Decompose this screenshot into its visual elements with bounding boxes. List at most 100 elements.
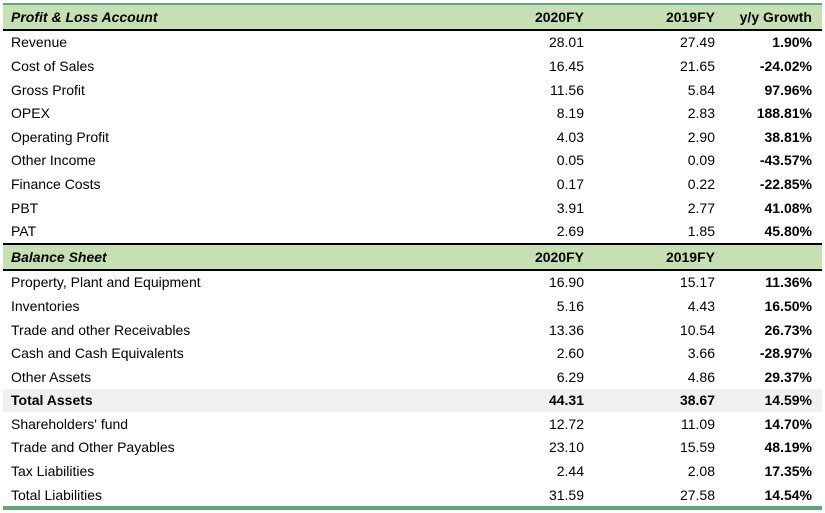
bs-header-row: Balance Sheet 2020FY 2019FY: [3, 242, 822, 271]
value-2019fy: 2.90: [687, 128, 715, 145]
growth-value: 14.59%: [715, 388, 822, 413]
row-label: Property, Plant and Equipment: [11, 274, 201, 291]
row-label: Other Assets: [11, 368, 92, 385]
value-2019fy: 11.09: [681, 415, 715, 432]
value-2019fy: 27.58: [584, 482, 715, 511]
table-row: PAT 2.69 1.85 45.80%: [3, 219, 822, 244]
growth-value: 29.37%: [764, 368, 812, 385]
table-row: Other Income 0.05 0.09 -43.57%: [3, 149, 822, 173]
financial-summary-table: Profit & Loss Account 2020FY 2019FY y/y …: [3, 3, 822, 511]
value-2020fy: 16.45: [548, 57, 584, 74]
growth-value: 14.70%: [764, 415, 812, 432]
row-label: Total Assets: [3, 388, 432, 413]
value-2020fy: 6.29: [556, 368, 584, 385]
row-label: Other Income: [11, 152, 96, 169]
growth-value: 1.90%: [772, 34, 812, 51]
row-label: Trade and other Receivables: [11, 321, 191, 338]
growth-value: 11.36%: [765, 274, 812, 291]
value-2020fy: 12.72: [548, 415, 584, 432]
table-row: Gross Profit 11.56 5.84 97.96%: [3, 78, 822, 102]
value-2020fy: 23.10: [548, 439, 584, 456]
table-row: Inventories 5.16 4.43 16.50%: [3, 294, 822, 318]
total-assets-row: Total Assets 44.31 38.67 14.59%: [3, 388, 822, 413]
value-2020fy: 13.36: [548, 321, 584, 338]
value-2019fy: 27.49: [679, 34, 715, 51]
row-label: Shareholders' fund: [11, 415, 129, 432]
pnl-col-growth: y/y Growth: [715, 3, 822, 31]
value-2020fy: 4.03: [556, 128, 584, 145]
value-2019fy: 21.65: [679, 57, 715, 74]
growth-value: 17.35%: [764, 463, 812, 480]
pnl-header-row: Profit & Loss Account 2020FY 2019FY y/y …: [3, 3, 822, 31]
row-label: Revenue: [11, 34, 68, 51]
row-label: Inventories: [11, 297, 80, 314]
table-row: Property, Plant and Equipment 16.90 15.17 1…: [3, 270, 822, 295]
value-2020fy: 0.05: [556, 152, 584, 169]
bs-col-growth: [715, 242, 822, 271]
growth-value: -24.02%: [759, 57, 812, 74]
value-2020fy: 0.17: [556, 175, 584, 192]
pnl-col-2019fy: 2019FY: [584, 3, 715, 31]
growth-value: -22.85%: [759, 175, 812, 192]
row-label: Total Liabilities: [3, 482, 432, 511]
value-2020fy: 2.60: [556, 345, 584, 362]
growth-value: -28.97%: [759, 345, 812, 362]
row-label: Cost of Sales: [11, 57, 95, 74]
growth-value: 97.96%: [764, 81, 812, 98]
growth-value: 26.73%: [764, 321, 812, 338]
table-row: Total Liabilities 31.59 27.58 14.54%: [3, 482, 822, 511]
table-row: Cash and Cash Equivalents 2.60 3.66 -28.97%: [3, 341, 822, 365]
table-row: Cost of Sales 16.45 21.65 -24.02%: [3, 54, 822, 78]
value-2019fy: 15.59: [679, 439, 715, 456]
value-2020fy: 2.44: [556, 463, 584, 480]
table-row: Other Assets 6.29 4.86 29.37%: [3, 365, 822, 389]
value-2020fy: 44.31: [432, 388, 584, 413]
row-label: Trade and Other Payables: [11, 439, 175, 456]
growth-value: 188.81%: [756, 105, 812, 122]
table-row: Finance Costs 0.17 0.22 -22.85%: [3, 172, 822, 196]
value-2019fy: 38.67: [584, 388, 715, 413]
value-2019fy: 2.83: [687, 105, 715, 122]
growth-value: 14.54%: [715, 482, 822, 511]
value-2020fy: 11.56: [550, 81, 584, 98]
row-label: Cash and Cash Equivalents: [11, 345, 184, 362]
value-2019fy: 2.77: [687, 199, 715, 216]
value-2019fy: 0.22: [687, 175, 715, 192]
value-2020fy: 5.16: [556, 297, 584, 314]
growth-value: 16.50%: [764, 297, 812, 314]
table-row: Revenue 28.01 27.49 1.90%: [3, 30, 822, 55]
bs-col-2020fy: 2020FY: [432, 242, 584, 271]
value-2020fy: 28.01: [548, 34, 584, 51]
table-row: Trade and other Receivables 13.36 10.54 26.…: [3, 318, 822, 342]
row-label: Gross Profit: [11, 81, 85, 98]
value-2019fy: 10.54: [679, 321, 715, 338]
table-row: Operating Profit 4.03 2.90 38.81%: [3, 125, 822, 149]
value-2019fy: 4.43: [687, 297, 715, 314]
table-row: PBT 3.91 2.77 41.08%: [3, 196, 822, 220]
bs-col-2019fy: 2019FY: [584, 242, 715, 271]
value-2019fy: 4.86: [687, 368, 715, 385]
table-row: Shareholders' fund 12.72 11.09 14.70%: [3, 412, 822, 436]
table-row: OPEX 8.19 2.83 188.81%: [3, 101, 822, 125]
row-label: Finance Costs: [11, 175, 101, 192]
pnl-section-title: Profit & Loss Account: [3, 3, 432, 31]
growth-value: 38.81%: [764, 128, 812, 145]
growth-value: 41.08%: [764, 199, 812, 216]
value-2020fy: 16.90: [548, 274, 584, 291]
value-2020fy: 2.69: [556, 223, 584, 240]
value-2019fy: 1.85: [687, 223, 715, 240]
row-label: Tax Liabilities: [11, 463, 95, 480]
value-2020fy: 31.59: [432, 482, 584, 511]
table-row: Trade and Other Payables 23.10 15.59 48.19%: [3, 436, 822, 460]
table-row: Tax Liabilities 2.44 2.08 17.35%: [3, 459, 822, 483]
row-label: PBT: [11, 199, 39, 216]
row-label: PAT: [11, 223, 37, 240]
pnl-col-2020fy: 2020FY: [432, 3, 584, 31]
value-2020fy: 3.91: [556, 199, 584, 216]
row-label: OPEX: [11, 105, 50, 122]
value-2019fy: 15.17: [679, 274, 715, 291]
growth-value: 48.19%: [764, 439, 812, 456]
value-2020fy: 8.19: [556, 105, 584, 122]
value-2019fy: 2.08: [687, 463, 715, 480]
value-2019fy: 5.84: [687, 81, 715, 98]
